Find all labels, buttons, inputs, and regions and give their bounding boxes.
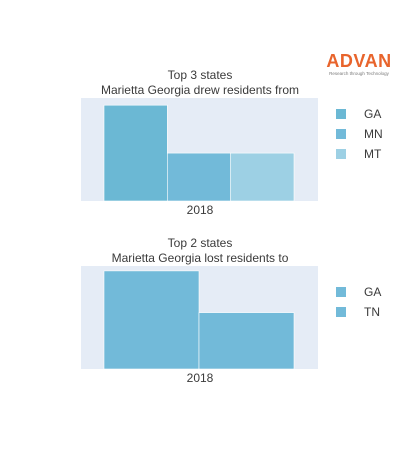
bar-ga <box>103 104 168 202</box>
bar-mt <box>230 152 295 202</box>
chart-legend: GA TN <box>336 282 381 322</box>
legend-label: MT <box>364 147 382 161</box>
chart-title-line-2: Marietta Georgia drew residents from <box>100 83 300 97</box>
chart-title-line-1: Top 2 states <box>167 236 233 250</box>
advan-logo: ADVAN Research through Technology <box>326 52 392 77</box>
chart-drew-residents: Top 3 states Marietta Georgia drew resid… <box>0 67 400 237</box>
logo-tagline: Research through Technology <box>329 71 389 76</box>
chart-plot <box>81 266 318 370</box>
chart-legend: GA MN MT <box>336 104 383 164</box>
chart-title-line-1: Top 3 states <box>167 68 233 82</box>
legend-item-tn[interactable]: TN <box>336 302 381 322</box>
legend-label: MN <box>364 127 383 141</box>
legend-swatch <box>336 109 346 119</box>
bar-tn <box>198 312 295 370</box>
bar-mn <box>167 152 231 202</box>
legend-item-mt[interactable]: MT <box>336 144 383 164</box>
legend-swatch <box>336 129 346 139</box>
x-tick-label: 2018 <box>186 203 214 217</box>
chart-title-line-2: Marietta Georgia lost residents to <box>111 251 289 265</box>
chart-plot <box>81 98 318 202</box>
legend-label: GA <box>364 285 382 299</box>
legend-item-mn[interactable]: MN <box>336 124 383 144</box>
legend-swatch <box>336 149 346 159</box>
legend-label: GA <box>364 107 382 121</box>
legend-label: TN <box>364 305 380 319</box>
x-tick-label: 2018 <box>186 371 214 385</box>
chart-lost-residents: Top 2 states Marietta Georgia lost resid… <box>0 235 400 405</box>
chart-title: Top 3 states Marietta Georgia drew resid… <box>0 68 400 98</box>
legend-swatch <box>336 307 346 317</box>
legend-swatch <box>336 287 346 297</box>
logo-wordmark: ADVAN <box>326 51 392 71</box>
legend-item-ga[interactable]: GA <box>336 282 381 302</box>
chart-title: Top 2 states Marietta Georgia lost resid… <box>0 236 400 266</box>
legend-item-ga[interactable]: GA <box>336 104 383 124</box>
bar-ga <box>103 270 200 370</box>
